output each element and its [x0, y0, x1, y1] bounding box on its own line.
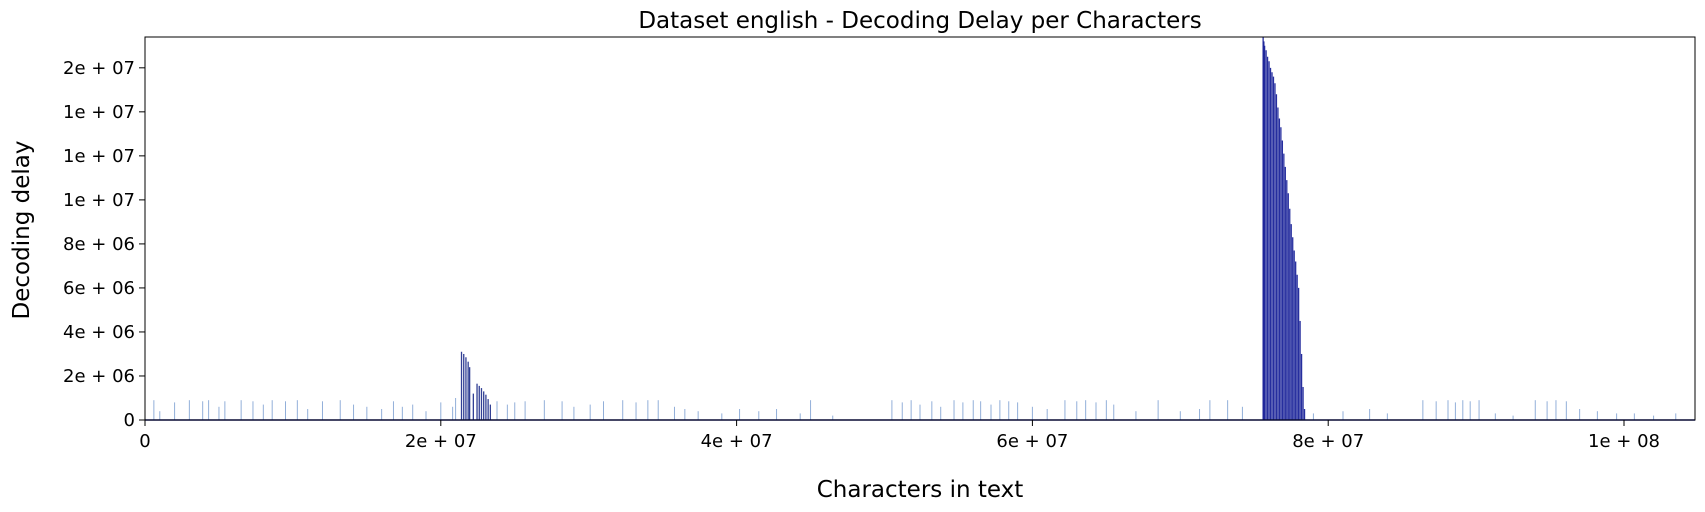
y-tick-label: 1e + 07: [63, 146, 135, 167]
y-tick-label: 6e + 06: [63, 278, 135, 299]
y-tick-label: 1e + 07: [63, 102, 135, 123]
y-tick-label: 2e + 07: [63, 58, 135, 79]
chart-title: Dataset english - Decoding Delay per Cha…: [638, 8, 1201, 34]
x-tick-label: 6e + 07: [996, 431, 1068, 452]
y-axis: 0 2e + 06 4e + 06 6e + 06 8e + 06 1e + 07 1e +…: [63, 58, 145, 431]
x-tick-label: 0: [139, 431, 150, 452]
plot-frame: [144, 36, 1696, 421]
y-tick-label: 2e + 06: [63, 366, 135, 387]
y-tick-label: 8e + 06: [63, 234, 135, 255]
y-tick-label: 4e + 06: [63, 322, 135, 343]
y-tick-label: 1e + 07: [63, 190, 135, 211]
x-axis-label: Characters in text: [817, 477, 1024, 503]
x-tick-label: 2e + 07: [405, 431, 477, 452]
x-axis: 0 2e + 07 4e + 07 6e + 07 8e + 07 1e + 08: [139, 420, 1660, 452]
x-tick-label: 4e + 07: [701, 431, 773, 452]
x-tick-label: 1e + 08: [1588, 431, 1660, 452]
y-tick-label: 0: [124, 410, 135, 431]
x-tick-label: 8e + 07: [1292, 431, 1364, 452]
bars-layer: [153, 37, 1677, 420]
y-axis-label: Decoding delay: [9, 141, 35, 320]
